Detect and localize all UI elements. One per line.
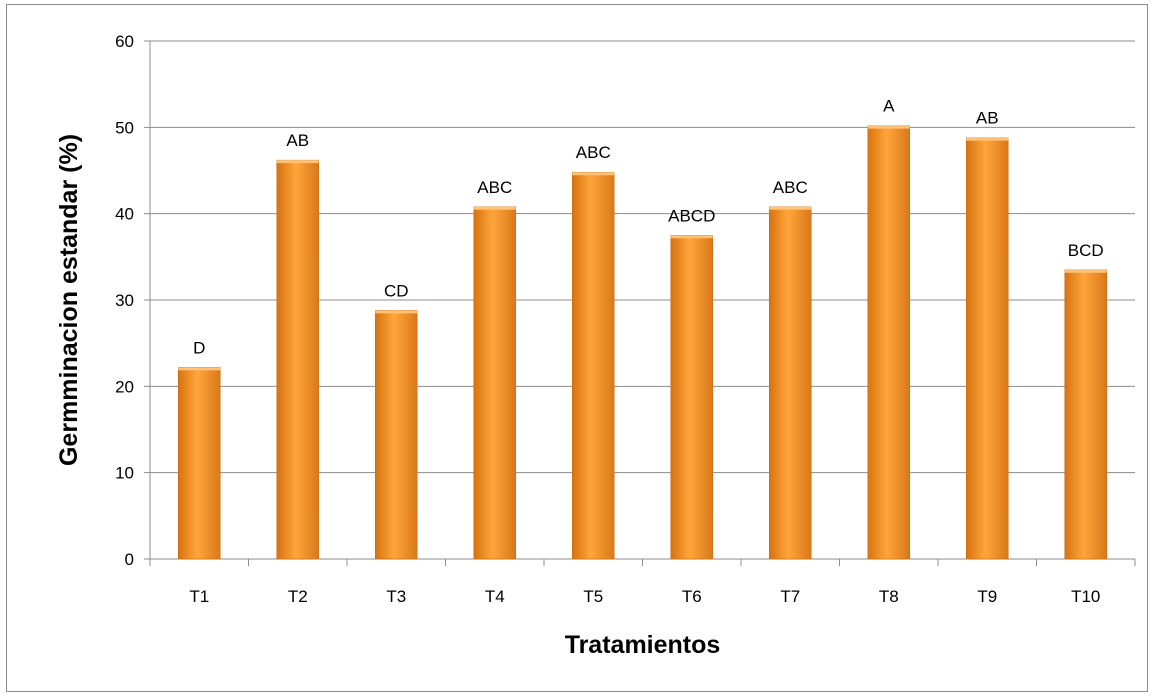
bar-cap [670, 235, 713, 239]
bar-cap [1064, 269, 1107, 273]
data-label: AB [286, 131, 309, 150]
bar-t5 [572, 171, 615, 560]
bars [178, 125, 1107, 560]
x-tick-label: T4 [485, 587, 505, 606]
y-tick-label: 60 [115, 32, 134, 51]
bar-t6 [670, 235, 713, 560]
data-label: CD [384, 281, 409, 300]
bar-t8 [867, 125, 910, 560]
x-tick-label: T6 [682, 587, 702, 606]
bar-cap [867, 125, 910, 129]
x-tick-label: T7 [780, 587, 800, 606]
y-tick-label: 0 [125, 550, 134, 569]
bar-cap [966, 137, 1009, 141]
bar-t3 [375, 310, 418, 560]
y-tick-label: 50 [115, 118, 134, 137]
bar-cap [375, 310, 418, 314]
chart-frame: D AB CD ABC ABC ABCD ABC A AB BCD 0 10 20 30 40 50 60 T1… [6, 4, 1148, 692]
bar-t7 [769, 206, 812, 560]
data-label: ABC [576, 143, 611, 162]
bar-t10 [1064, 269, 1107, 560]
data-label: BCD [1068, 241, 1104, 260]
x-tick-label: T5 [583, 587, 603, 606]
y-tick-label: 10 [115, 464, 134, 483]
x-tick-label: T2 [288, 587, 308, 606]
y-tick-label: 20 [115, 377, 134, 396]
data-label: A [883, 97, 895, 116]
bar-t1 [178, 367, 221, 560]
bar-t2 [276, 159, 319, 560]
x-tick-label: T9 [977, 587, 997, 606]
bar-t9 [966, 137, 1009, 560]
x-tick-label: T1 [189, 587, 209, 606]
x-tick-label: T10 [1071, 587, 1100, 606]
bar-t4 [473, 206, 516, 560]
bar-cap [769, 206, 812, 210]
axes: 0 10 20 30 40 50 60 T1 T2 T3 T4 T5 T6 T7 T8 T9 T10 [115, 32, 1136, 606]
data-label: AB [976, 109, 999, 128]
bar-cap [473, 206, 516, 210]
data-label: ABCD [668, 206, 715, 225]
data-label: ABC [773, 178, 808, 197]
bar-cap [572, 172, 615, 176]
x-tick-label: T3 [386, 587, 406, 606]
bar-cap [276, 160, 319, 164]
y-tick-label: 30 [115, 291, 134, 310]
x-tick-label: T8 [879, 587, 899, 606]
bar-cap [178, 367, 221, 371]
data-label: ABC [477, 178, 512, 197]
y-tick-label: 40 [115, 205, 134, 224]
data-label: D [193, 338, 205, 357]
y-axis-title: Germminacion estandar (%) [55, 134, 83, 466]
x-axis-title: Tratamientos [565, 631, 721, 659]
